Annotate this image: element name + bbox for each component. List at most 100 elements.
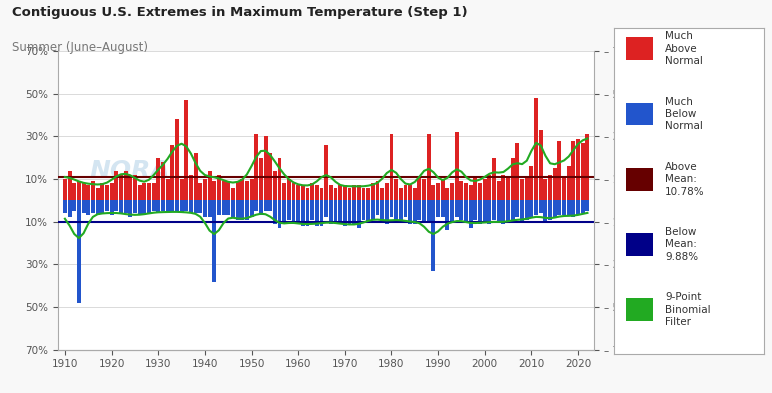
Bar (487, 200, 492, 224)
Text: Below
Mean:
9.88%: Below Mean: 9.88% (665, 227, 698, 262)
Bar (119, 175, 123, 200)
Bar (567, 166, 571, 200)
Bar (539, 130, 543, 200)
Bar (226, 181, 230, 200)
Bar (91, 181, 95, 200)
Bar (273, 171, 277, 200)
Bar (626, 103, 653, 125)
Text: Contiguous U.S. Extremes in Maximum Temperature (Step 1): Contiguous U.S. Extremes in Maximum Temp… (12, 6, 467, 19)
Bar (189, 175, 193, 200)
Bar (380, 200, 384, 222)
Bar (277, 158, 282, 200)
Bar (212, 200, 216, 281)
Bar (165, 179, 170, 200)
Bar (324, 200, 328, 217)
Bar (175, 200, 179, 211)
Bar (455, 200, 459, 217)
Bar (128, 200, 132, 217)
Bar (413, 200, 417, 224)
Bar (310, 200, 314, 220)
Bar (142, 200, 146, 215)
Bar (63, 200, 67, 213)
Bar (151, 200, 155, 211)
Bar (198, 184, 202, 200)
Bar (119, 200, 123, 213)
Bar (161, 162, 165, 200)
Bar (320, 200, 323, 226)
Text: Much
Above
Normal: Much Above Normal (665, 31, 703, 66)
Bar (626, 168, 653, 191)
Bar (557, 200, 561, 215)
Bar (585, 200, 590, 211)
Bar (338, 200, 342, 222)
Bar (259, 158, 262, 200)
Bar (142, 184, 146, 200)
Bar (562, 200, 566, 215)
Bar (198, 200, 202, 213)
Bar (539, 200, 543, 213)
Bar (581, 143, 584, 200)
Bar (124, 200, 127, 213)
Bar (329, 200, 333, 224)
Bar (86, 200, 90, 215)
Bar (287, 200, 291, 220)
Bar (626, 37, 653, 60)
Bar (277, 200, 282, 228)
Bar (404, 200, 408, 217)
Bar (283, 200, 286, 224)
Bar (68, 200, 72, 217)
Bar (585, 134, 590, 200)
Bar (459, 200, 463, 220)
Bar (114, 171, 118, 200)
Bar (520, 200, 524, 222)
Bar (543, 200, 547, 222)
Bar (306, 200, 310, 226)
Bar (427, 134, 431, 200)
Bar (553, 200, 557, 217)
Bar (151, 184, 155, 200)
Bar (390, 200, 394, 217)
Bar (502, 175, 506, 200)
Bar (464, 184, 468, 200)
Bar (296, 185, 300, 200)
Bar (170, 145, 174, 200)
Bar (581, 200, 584, 213)
Bar (324, 145, 328, 200)
Bar (516, 143, 520, 200)
Bar (432, 200, 435, 271)
Bar (268, 200, 273, 211)
Bar (361, 200, 365, 220)
Bar (175, 119, 179, 200)
Bar (567, 200, 571, 215)
Bar (231, 187, 235, 200)
Bar (208, 200, 212, 217)
Bar (320, 187, 323, 200)
Bar (455, 132, 459, 200)
Bar (203, 179, 207, 200)
Bar (180, 200, 184, 213)
Bar (445, 200, 449, 230)
Text: Much
Below
Normal: Much Below Normal (665, 97, 703, 131)
Bar (408, 200, 412, 224)
Bar (77, 181, 81, 200)
Bar (418, 177, 422, 200)
Bar (194, 154, 198, 200)
Bar (133, 200, 137, 213)
Bar (543, 179, 547, 200)
Bar (436, 184, 440, 200)
Bar (147, 200, 151, 213)
Text: NORA: NORA (90, 158, 171, 183)
Bar (249, 179, 253, 200)
Bar (77, 200, 81, 303)
Bar (334, 187, 337, 200)
Bar (469, 200, 472, 228)
Bar (73, 184, 76, 200)
Bar (478, 184, 482, 200)
Bar (562, 177, 566, 200)
Bar (185, 100, 188, 200)
Bar (100, 200, 104, 213)
Bar (511, 200, 515, 220)
Text: Above
Mean:
10.78%: Above Mean: 10.78% (665, 162, 705, 196)
Bar (338, 185, 342, 200)
Bar (502, 200, 506, 224)
